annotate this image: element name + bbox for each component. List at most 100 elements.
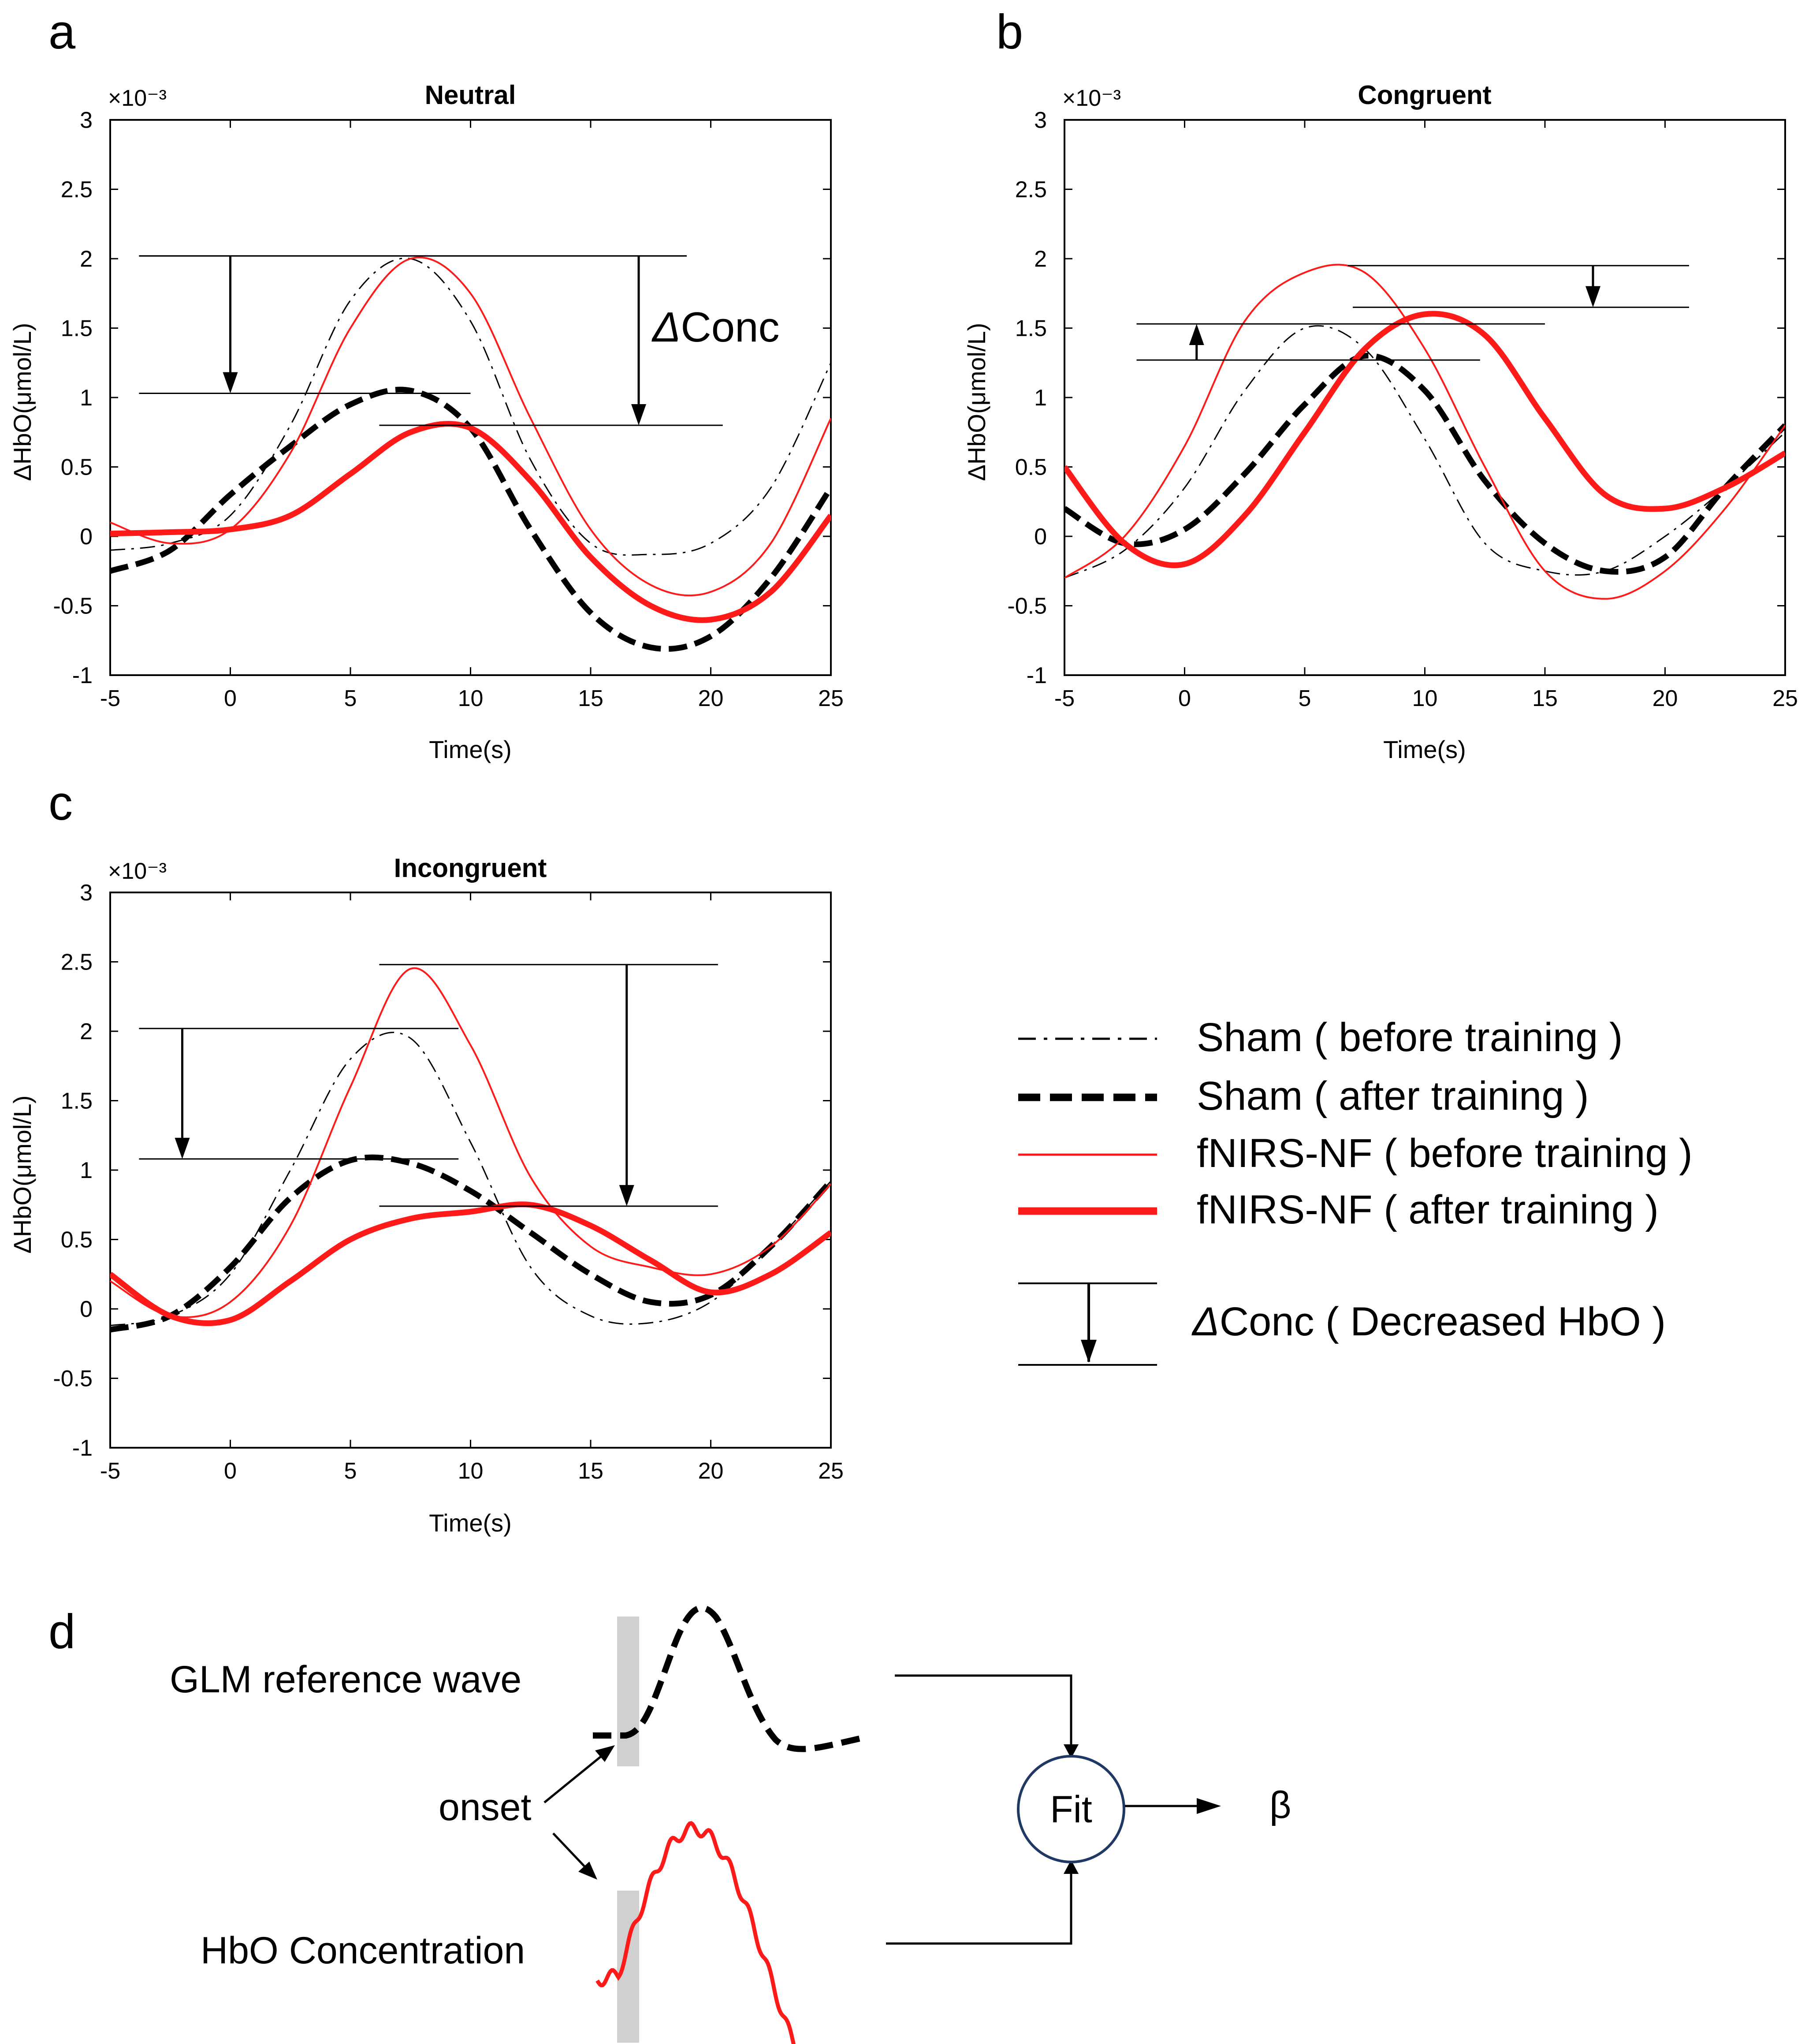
- x-tick-label: -5: [100, 1458, 120, 1484]
- y-tick-label: 1: [80, 385, 93, 411]
- y-scale-label: ×10⁻³: [108, 858, 167, 884]
- x-tick-label: 0: [224, 1458, 237, 1484]
- x-tick-label: 20: [1652, 686, 1678, 711]
- x-tick-label: 5: [344, 1458, 357, 1484]
- y-tick-label: 2: [80, 1019, 93, 1044]
- x-tick-label: 20: [698, 686, 724, 711]
- y-axis-label: ΔHbO(μmol/L): [8, 1095, 36, 1253]
- beta-label: β: [1269, 1784, 1291, 1826]
- panel-title: Neutral: [425, 80, 516, 110]
- y-tick-label: -0.5: [1007, 594, 1047, 619]
- glm-connector-arrowhead: [1064, 1744, 1079, 1758]
- series-line-2: [110, 387, 831, 652]
- onset-arrowhead-up: [595, 1745, 615, 1762]
- y-tick-label: 0: [1034, 524, 1047, 550]
- y-tick-label: 0.5: [61, 1227, 93, 1253]
- panel-title: Congruent: [1358, 80, 1491, 110]
- y-tick-label: 1: [1034, 385, 1047, 411]
- y-tick-label: 3: [80, 880, 93, 906]
- series-line-4: [1064, 311, 1785, 569]
- x-tick-label: 0: [1178, 686, 1191, 711]
- annotation-arrowhead: [631, 404, 646, 425]
- y-axis-label: ΔHbO(μmol/L): [963, 323, 990, 481]
- legend: Sham ( before training ) Sham ( after tr…: [1018, 1015, 1693, 1366]
- legend-label-conc: ΔConc ( Decreased HbO ): [1191, 1299, 1666, 1344]
- y-tick-label: 0: [80, 524, 93, 550]
- plot-frame: [1064, 119, 1786, 676]
- y-tick-label: 3: [80, 108, 93, 133]
- y-tick-label: -1: [1027, 663, 1047, 688]
- legend-arrow-head: [1081, 1340, 1097, 1363]
- y-tick-label: 2: [1034, 246, 1047, 272]
- y-tick-label: -0.5: [53, 594, 93, 619]
- x-tick-label: 10: [1412, 686, 1438, 711]
- x-tick-label: 10: [458, 686, 484, 711]
- y-tick-label: 0.5: [61, 455, 93, 480]
- x-tick-label: 5: [344, 686, 357, 711]
- hbo-connector: [886, 1873, 1072, 1945]
- x-axis-label: Time(s): [1383, 736, 1466, 763]
- fit-node: [1017, 1755, 1125, 1863]
- y-axis-label: ΔHbO(μmol/L): [8, 323, 36, 481]
- y-tick-label: 0: [80, 1297, 93, 1322]
- x-tick-label: 15: [578, 1458, 603, 1484]
- series-line-3: [110, 967, 831, 1318]
- x-axis-label: Time(s): [429, 1509, 512, 1537]
- series-line-3: [1064, 264, 1785, 600]
- series-line-4: [110, 1201, 831, 1326]
- y-tick-label: 1: [80, 1158, 93, 1183]
- y-tick-label: 1.5: [1015, 316, 1047, 342]
- legend-label: Sham ( after training ): [1197, 1074, 1589, 1119]
- series-line-1: [1064, 325, 1785, 579]
- panel-label-b: b: [996, 5, 1023, 59]
- onset-marker-hbo: [617, 1891, 639, 2043]
- y-tick-label: -0.5: [53, 1366, 93, 1392]
- series-line-3: [110, 256, 831, 597]
- y-tick-label: 1.5: [61, 1089, 93, 1114]
- x-tick-label: 15: [578, 686, 603, 711]
- y-tick-label: 1.5: [61, 316, 93, 342]
- y-tick-label: -1: [72, 663, 93, 688]
- fit-output-arrowhead: [1197, 1798, 1221, 1814]
- onset-arrowhead-down: [578, 1862, 597, 1880]
- series-line-2: [110, 1154, 831, 1333]
- series-line-2: [1064, 353, 1785, 575]
- panel-label-d: d: [48, 1605, 75, 1659]
- x-tick-label: 25: [1772, 686, 1798, 711]
- plot-frame: [109, 119, 832, 676]
- series-line-4: [110, 421, 831, 623]
- annotation-arrowhead: [175, 1137, 190, 1159]
- y-tick-label: 2: [80, 246, 93, 272]
- x-tick-label: 5: [1299, 686, 1311, 711]
- fit-label: Fit: [1050, 1788, 1092, 1831]
- x-axis-label: Time(s): [429, 736, 512, 763]
- legend-label: fNIRS-NF ( before training ): [1197, 1131, 1693, 1176]
- y-tick-label: 0.5: [1015, 455, 1047, 480]
- panel-b: b Congruent ×10⁻³ -5 0 5 10 15 20 25 -1 -0.5 0 0.5…: [963, 5, 1798, 763]
- annotation-arrowhead: [619, 1185, 634, 1206]
- x-tick-label: 0: [224, 686, 237, 711]
- hbo-label: HbO Concentration: [201, 1929, 525, 1972]
- annotation-arrowhead: [223, 372, 238, 394]
- y-tick-label: 2.5: [61, 177, 93, 203]
- glm-label: GLM reference wave: [170, 1658, 521, 1701]
- panel-label-c: c: [48, 776, 73, 830]
- legend-label: fNIRS-NF ( after training ): [1197, 1187, 1659, 1232]
- delta-conc-label: ΔConc: [651, 304, 780, 351]
- onset-arrow-up: [543, 1748, 611, 1803]
- onset-label: onset: [439, 1786, 531, 1828]
- series-line-1: [110, 257, 831, 556]
- panel-a: a Neutral ×10⁻³ -5 0 5 10 15 20 25 -1 -0.5 0 0.5 1 1…: [8, 5, 844, 763]
- panel-c: c Incongruent ×10⁻³ -5 0 5 10 15 20 25 -1 -0.5 0 0…: [8, 776, 844, 1537]
- legend-label: Sham ( before training ): [1197, 1015, 1623, 1060]
- x-tick-label: 25: [818, 1458, 844, 1484]
- glm-reference-wave: [593, 1605, 860, 1752]
- y-tick-label: 2.5: [1015, 177, 1047, 203]
- y-scale-label: ×10⁻³: [1062, 85, 1121, 111]
- panel-label-a: a: [48, 5, 76, 59]
- y-tick-label: 2.5: [61, 950, 93, 975]
- y-scale-label: ×10⁻³: [108, 85, 167, 111]
- annotation-arrowhead: [1585, 286, 1600, 308]
- panel-d: d GLM reference wave onset HbO Concentra…: [48, 1605, 1291, 2044]
